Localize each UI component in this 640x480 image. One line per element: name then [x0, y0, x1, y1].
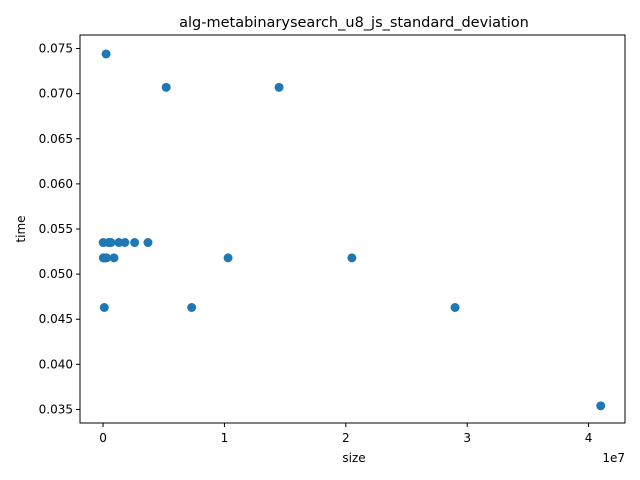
x-axis-label: size — [342, 451, 365, 465]
x-tick-label: 3 — [463, 431, 471, 445]
data-point-14 — [161, 82, 171, 92]
y-tick-label: 0.070 — [39, 87, 73, 101]
data-point-15 — [187, 303, 197, 312]
x-tick-label: 0 — [99, 431, 107, 445]
x-axis-offset-text: 1e7 — [602, 451, 625, 465]
data-point-11 — [120, 238, 130, 248]
y-tick-label: 0.045 — [39, 312, 73, 326]
y-axis-ticks: 0.035 0.040 0.045 0.050 0.055 0.060 0.065 0.070… — [39, 42, 80, 416]
data-points — [98, 49, 606, 411]
data-point-13 — [143, 238, 153, 248]
y-tick-label: 0.035 — [39, 402, 73, 416]
y-tick-label: 0.055 — [39, 222, 73, 236]
x-tick-label: 2 — [342, 431, 350, 445]
y-tick-label: 0.060 — [39, 177, 73, 191]
y-tick-label: 0.040 — [39, 357, 73, 371]
y-tick-label: 0.065 — [39, 132, 73, 146]
y-tick-label: 0.050 — [39, 267, 73, 281]
data-point-8 — [106, 238, 116, 248]
y-axis-label: time — [14, 215, 28, 242]
data-point-17 — [274, 82, 284, 92]
data-point-19 — [450, 303, 460, 312]
y-tick-label: 0.075 — [39, 42, 73, 56]
data-point-12 — [130, 238, 140, 248]
data-point-3 — [99, 303, 109, 312]
data-point-6 — [102, 253, 112, 263]
data-point-9 — [109, 253, 119, 263]
data-point-5 — [101, 49, 111, 59]
chart-title: alg-metabinarysearch_u8_js_standard_devi… — [179, 15, 529, 31]
data-point-20 — [596, 401, 606, 411]
data-point-16 — [223, 253, 233, 263]
x-axis-ticks: 0 1 2 3 4 — [99, 423, 592, 445]
plot-frame — [79, 34, 626, 424]
data-point-18 — [347, 253, 357, 263]
x-tick-label: 4 — [585, 431, 593, 445]
x-tick-label: 1 — [221, 431, 229, 445]
